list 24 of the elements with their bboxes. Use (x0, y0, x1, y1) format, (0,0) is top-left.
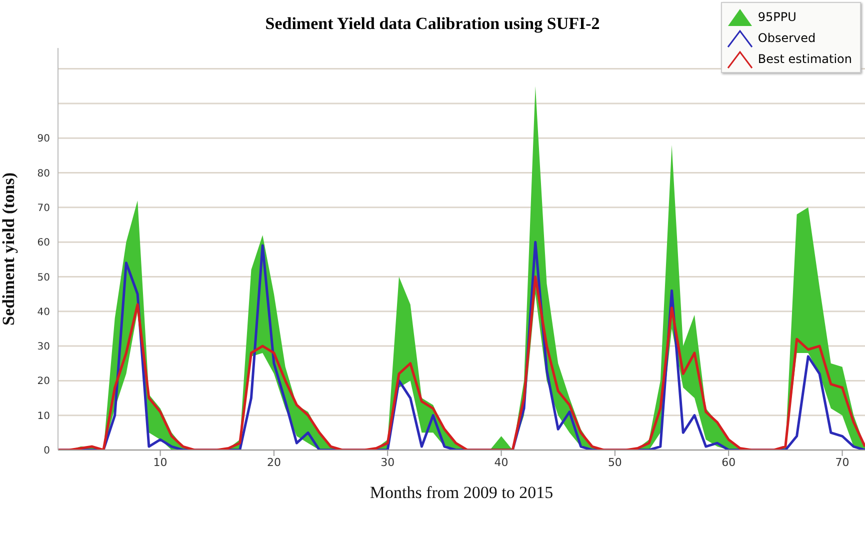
y-tick-label: 20 (37, 376, 50, 388)
y-axis-title: Sediment yield (tons) (0, 172, 18, 326)
x-tick-label: 20 (266, 456, 281, 469)
x-axis-title: Months from 2009 to 2015 (370, 483, 554, 502)
y-tick-label: 10 (37, 410, 50, 422)
x-tick-label: 10 (153, 456, 168, 469)
y-tick-label: 90 (37, 134, 50, 145)
y-tick-label: 80 (37, 168, 50, 180)
x-tick-label: 40 (494, 456, 508, 469)
x-tick-label: 60 (722, 456, 736, 469)
y-tick-label: 30 (37, 342, 50, 353)
x-tick-label: 50 (608, 456, 622, 469)
y-tick-label: 60 (37, 238, 50, 249)
line-series (58, 275, 865, 450)
y-tick-label: 70 (37, 202, 50, 214)
x-tick-label: 70 (835, 456, 850, 469)
y-tick-label: 40 (37, 306, 50, 318)
y-tick-label: 50 (37, 272, 50, 284)
y-tick-label: 0 (44, 446, 50, 457)
legend-label: 95PPU (758, 10, 796, 24)
legend-label: Observed (758, 30, 816, 44)
chart-title: Sediment Yield data Calibration using SUFI-2 (265, 14, 600, 33)
legend-label: Best estimation (758, 52, 852, 66)
x-tick-label: 30 (380, 456, 395, 469)
